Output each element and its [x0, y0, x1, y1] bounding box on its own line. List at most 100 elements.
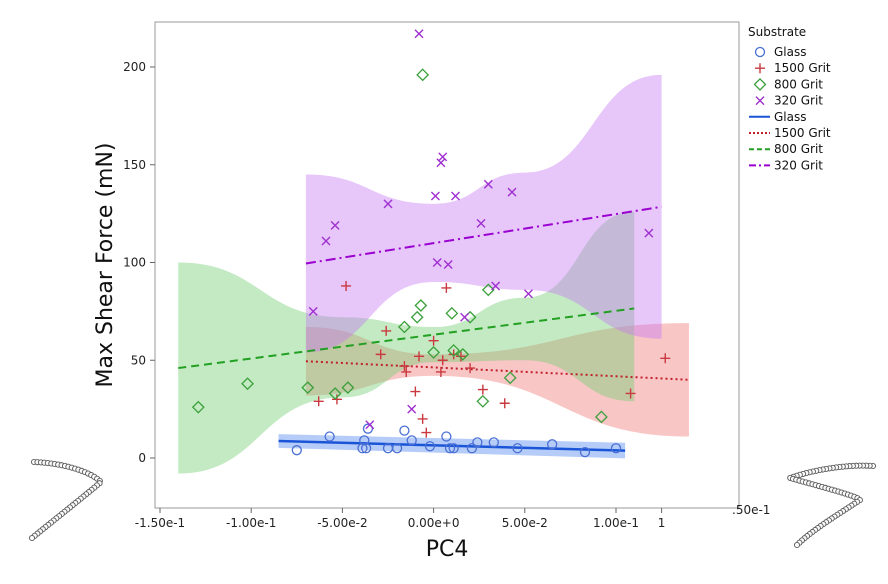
point-1500-grit: [428, 335, 439, 346]
point-320-grit: [330, 220, 340, 230]
point-800-grit: [594, 410, 608, 424]
point-800-grit: [427, 346, 441, 359]
point-glass: [579, 446, 591, 458]
point-glass: [324, 431, 335, 442]
legend-marker-800-grit: [753, 77, 767, 91]
legend-label: 320 Grit: [774, 158, 823, 172]
point-glass: [391, 443, 403, 454]
data-points: [191, 29, 671, 458]
point-glass: [488, 437, 499, 448]
legend-marker-1500-grit: [755, 63, 765, 74]
point-glass: [424, 441, 436, 452]
point-glass: [362, 423, 374, 434]
y-tick-label: 150: [123, 158, 146, 172]
x-tick-label: 5.00e-2: [502, 516, 548, 530]
point-1500-grit: [410, 386, 421, 397]
point-320-grit: [383, 199, 393, 209]
x-tick-label: -1.00e-1: [226, 516, 276, 530]
point-320-grit: [414, 29, 424, 39]
point-320-grit: [365, 420, 375, 430]
y-tick-label: 100: [123, 256, 146, 270]
right-bead-chain: [787, 462, 877, 549]
left-bead-chain: [28, 458, 103, 542]
point-800-grit: [416, 68, 430, 82]
point-1500-grit: [417, 413, 428, 424]
x-tick-overflow-label: .50e-1: [732, 503, 770, 517]
point-1500-grit: [331, 394, 342, 405]
legend: Substrate Glass 1500 Grit 800 Grit 320 Grit…: [748, 25, 831, 172]
x-tick-label: 1: [658, 516, 666, 530]
legend-marker-320-grit: [755, 96, 765, 106]
fit-line-glass: [278, 439, 626, 452]
point-1500-grit: [441, 282, 452, 293]
point-320-grit: [430, 191, 440, 201]
legend-label: 1500 Grit: [774, 126, 831, 140]
bead: [793, 541, 801, 549]
band-800-grit: [178, 211, 635, 474]
point-800-grit: [414, 299, 428, 312]
point-320-grit: [443, 259, 453, 269]
point-glass: [291, 445, 302, 456]
point-320-grit: [438, 152, 448, 162]
point-320-grit: [507, 187, 517, 197]
point-glass: [512, 443, 523, 454]
point-800-grit: [447, 344, 461, 357]
point-320-grit: [321, 236, 331, 246]
point-800-grit: [476, 394, 490, 408]
legend-marker-glass: [754, 46, 766, 58]
fit-lines: [178, 205, 690, 452]
point-800-grit: [241, 377, 254, 391]
fit-line-320-grit: [305, 205, 662, 265]
point-1500-grit: [660, 353, 671, 364]
point-320-grit: [483, 179, 493, 189]
point-800-grit: [456, 347, 470, 361]
point-320-grit: [644, 228, 654, 238]
point-glass: [472, 437, 483, 448]
point-1500-grit: [341, 280, 352, 291]
y-tick-label: 50: [131, 353, 146, 367]
point-800-grit: [481, 283, 495, 297]
point-glass: [441, 431, 452, 442]
point-1500-grit: [435, 366, 446, 377]
y-tick-label: 200: [123, 60, 146, 74]
x-tick-label: 1.00e-1: [593, 516, 639, 530]
point-800-grit: [191, 400, 205, 414]
confidence-bands: [178, 74, 689, 474]
legend-title: Substrate: [748, 25, 806, 39]
point-320-grit: [460, 312, 470, 322]
point-320-grit: [436, 158, 446, 168]
point-glass: [610, 443, 622, 454]
point-320-grit: [476, 218, 486, 228]
point-800-grit: [328, 387, 342, 400]
point-320-grit: [491, 281, 501, 291]
point-800-grit: [301, 381, 315, 395]
point-1500-grit: [401, 366, 412, 377]
point-320-grit: [523, 289, 533, 299]
point-glass: [466, 443, 478, 454]
point-1500-grit: [499, 398, 510, 409]
point-800-grit: [397, 320, 411, 334]
point-1500-grit: [313, 396, 324, 407]
x-axis-label: PC4: [426, 537, 469, 562]
plot-frame: [154, 21, 740, 509]
legend-label: 1500 Grit: [774, 61, 831, 75]
point-800-grit: [503, 371, 517, 385]
point-1500-grit: [381, 325, 392, 336]
point-glass: [547, 439, 558, 450]
point-800-grit: [341, 381, 355, 395]
point-800-grit: [410, 310, 424, 324]
legend-label: 800 Grit: [774, 142, 823, 156]
point-1500-grit: [437, 355, 448, 366]
y-tick-label: 0: [138, 451, 146, 465]
x-tick-label: 0.00e+0: [408, 516, 460, 530]
x-axis-ticks: -1.50e-1 -1.00e-1 -5.00e-2 0.00e+0 5.00e-2 1.…: [135, 508, 666, 530]
point-glass: [406, 435, 417, 446]
point-1500-grit: [421, 427, 432, 438]
y-axis-ticks: 0 50 100 150 200: [123, 60, 155, 465]
point-1500-grit: [625, 388, 636, 399]
point-1500-grit: [375, 349, 386, 360]
legend-label: 800 Grit: [774, 77, 823, 91]
point-800-grit: [445, 306, 459, 320]
point-glass: [359, 435, 370, 446]
